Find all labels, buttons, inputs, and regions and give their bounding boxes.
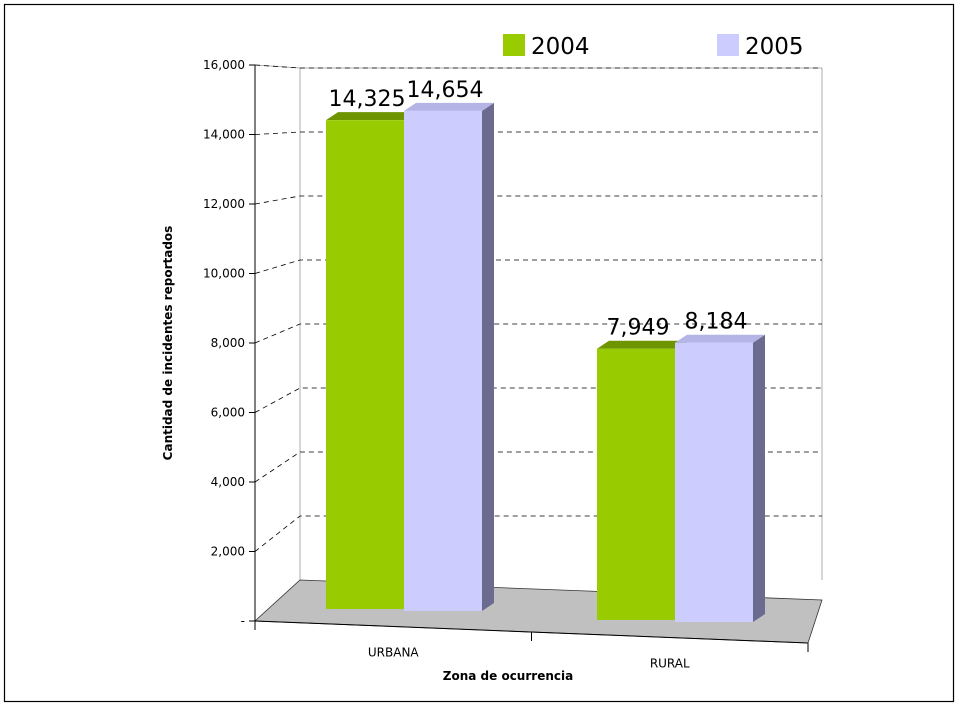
y-tick-label: 6,000 — [211, 406, 245, 420]
bar-2004-RURAL — [597, 340, 687, 620]
y-tick-label: 14,000 — [203, 128, 245, 142]
y-tick-label: 12,000 — [203, 197, 245, 211]
bar-value-label: 14,654 — [407, 78, 484, 103]
legend-label-2005: 2005 — [745, 34, 804, 60]
x-axis-title: Zona de ocurrencia — [443, 669, 573, 683]
bar-value-label: 8,184 — [685, 310, 748, 335]
y-tick-label: 8,000 — [211, 336, 245, 350]
x-category-label: RURAL — [650, 657, 690, 671]
bar-front-face — [675, 342, 753, 622]
gridline-10000 — [254, 259, 822, 274]
y-tick-label: 4,000 — [211, 475, 245, 489]
gridline-14000 — [254, 131, 822, 135]
gridline-8000 — [254, 323, 822, 344]
bar-front-face — [326, 120, 404, 610]
bar-2004-URBANA — [326, 112, 416, 610]
bar-front-face — [597, 348, 675, 620]
y-tick-label: 10,000 — [203, 267, 245, 281]
bar-top-face — [404, 102, 494, 111]
y-tick-label: - — [241, 614, 245, 628]
bar-top-face — [597, 340, 687, 349]
legend-swatch-2005 — [717, 34, 739, 56]
bar-front-face — [404, 110, 482, 611]
bar-value-label: 14,325 — [329, 87, 406, 112]
legend-swatch-2004 — [503, 34, 525, 56]
gridline-12000 — [254, 195, 822, 205]
gridline-4000 — [254, 451, 822, 483]
x-category-label: URBANA — [368, 646, 420, 660]
y-axis-title: Cantidad de incidentes reportados — [161, 226, 175, 461]
bar-value-label: 7,949 — [607, 316, 670, 341]
legend-label-2004: 2004 — [531, 34, 590, 60]
bar-side-face — [753, 334, 765, 622]
bar-side-face — [482, 102, 494, 611]
bar-2005-RURAL — [675, 334, 765, 622]
bar-top-face — [675, 334, 765, 343]
y-tick-label: 16,000 — [203, 58, 245, 72]
bar-top-face — [326, 112, 416, 121]
y-tick-label: 2,000 — [211, 545, 245, 559]
gridline-16000 — [254, 64, 822, 69]
bar-2005-URBANA — [404, 102, 494, 611]
